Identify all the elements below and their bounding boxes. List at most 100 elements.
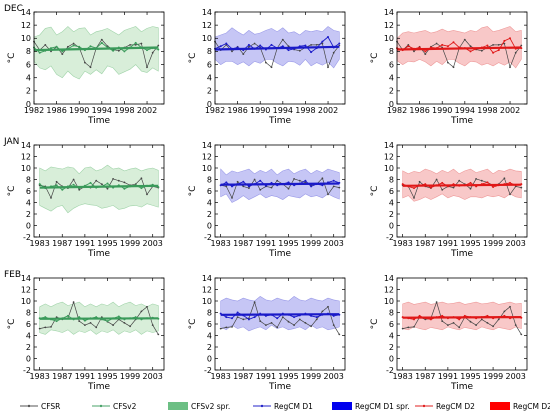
legend-swatch-patch: [168, 402, 188, 410]
y-tick-label: 12: [384, 152, 394, 161]
cfsr-point: [123, 181, 126, 184]
cfsr-point: [492, 44, 494, 46]
cfsr-point: [497, 318, 500, 321]
cfsr-point: [435, 301, 438, 303]
cfsr-point: [304, 322, 307, 324]
axes-frame: [396, 11, 528, 105]
y-tick-label: 10: [21, 164, 31, 173]
cfsr-point: [315, 44, 318, 46]
d2-mean-point: [486, 44, 489, 47]
spread-band: [39, 164, 159, 214]
cfsr-point: [293, 178, 295, 180]
cfsr-point: [72, 42, 75, 45]
x-axis-label: Time: [450, 249, 473, 259]
d1-mean-point: [338, 42, 341, 45]
cfsv2-mean-point: [44, 316, 47, 319]
x-tick-label: 1995: [460, 372, 480, 381]
y-tick-label: 2: [26, 210, 31, 219]
cfsv2-mean-point: [55, 45, 58, 48]
cfsr-point: [61, 53, 64, 55]
d1-mean-point: [281, 45, 284, 48]
cfsr-point: [276, 326, 279, 329]
cfsv2-trend-line: [39, 184, 159, 189]
cfsr-point: [157, 44, 160, 47]
cfsr-point: [281, 316, 284, 318]
x-tick-label: 1987: [233, 372, 253, 381]
legend-swatch-marker: [99, 404, 103, 408]
x-tick-label: 1991: [75, 239, 95, 248]
x-tick-label: 1991: [438, 239, 458, 248]
d1-mean-point: [310, 185, 313, 188]
cfsr-point: [231, 50, 233, 53]
cfsr-point: [270, 66, 273, 69]
cfsr-point: [265, 324, 267, 326]
d2-mean-point: [413, 187, 415, 190]
x-tick-label: 1999: [301, 239, 321, 248]
cfsr-point: [146, 66, 148, 69]
y-tick-label: 12: [384, 21, 394, 30]
x-tick-label: 1990: [432, 106, 452, 115]
cfsr-point: [89, 66, 92, 69]
y-tick-label: 14: [384, 274, 394, 283]
cfsr-point: [338, 333, 341, 336]
cfsr-point: [413, 197, 415, 199]
y-tick-label: 14: [21, 274, 31, 283]
x-tick-label: 1986: [409, 106, 429, 115]
y-tick-label: 10: [384, 297, 394, 306]
x-tick-label: 1999: [301, 372, 321, 381]
x-tick-label: 2002: [137, 106, 157, 115]
cfsr-point: [89, 322, 92, 324]
spread-band: [33, 26, 159, 80]
x-tick-label: 1987: [52, 372, 72, 381]
d1-mean-point: [259, 44, 262, 47]
cfsr-point: [281, 38, 284, 41]
legend-swatch-patch: [490, 402, 510, 410]
d1-mean-point: [332, 179, 335, 182]
cfsr-point: [146, 305, 148, 308]
cfsr-point: [242, 53, 245, 55]
cfsr-point: [509, 193, 511, 196]
cfsr-point: [134, 44, 137, 46]
y-tick-label: 14: [202, 8, 212, 17]
d1-mean-point: [332, 314, 335, 317]
x-tick-label: 1995: [278, 372, 298, 381]
y-tick-label: 4: [389, 74, 394, 83]
cfsr-point: [129, 325, 132, 328]
axes-frame: [33, 11, 165, 105]
cfsr-series: [220, 300, 340, 335]
d2-mean-point: [509, 37, 511, 40]
legend-item-d1: RegCM D1: [253, 402, 313, 411]
y-tick-label: -2: [386, 233, 394, 242]
d1-mean-point: [225, 316, 228, 319]
cfsv2-mean-point: [100, 41, 103, 44]
cfsr-point: [72, 178, 75, 181]
y-tick-label: 0: [26, 100, 31, 109]
x-tick-label: 1982: [24, 106, 44, 115]
y-tick-label: 14: [202, 141, 212, 150]
y-tick-label: 12: [202, 285, 212, 294]
y-tick-label: 10: [384, 34, 394, 43]
y-axis-label: °C: [370, 186, 380, 197]
d2-trend-line: [402, 183, 522, 187]
y-tick-label: 0: [389, 100, 394, 109]
cfsv2-mean-point: [89, 181, 92, 184]
cfsr-point: [84, 324, 86, 326]
cfsr-point: [332, 51, 335, 54]
x-tick-label: 1998: [295, 106, 315, 115]
y-tick-label: 8: [26, 47, 31, 56]
legend-label: RegCM D2: [436, 402, 475, 411]
y-tick-label: 6: [207, 187, 212, 196]
x-tick-label: 1987: [415, 239, 435, 248]
cfsr-point: [253, 301, 256, 303]
cfsr-point: [441, 188, 444, 191]
cfsv2-mean-point: [50, 47, 52, 50]
y-tick-label: 2: [207, 210, 212, 219]
x-tick-label: 1983: [392, 239, 412, 248]
y-tick-label: 10: [21, 297, 31, 306]
panel-feb-cfsv2: -2 0 2 4 6 8 10 12 14 1983 1987 1991 1995 1999 2003 Tim…: [4, 270, 165, 392]
cfsr-point: [480, 318, 483, 321]
x-tick-label: 1986: [227, 106, 247, 115]
cfsr-point: [452, 66, 455, 69]
d1-mean-point: [304, 179, 307, 182]
x-axis-label: Time: [87, 116, 110, 126]
